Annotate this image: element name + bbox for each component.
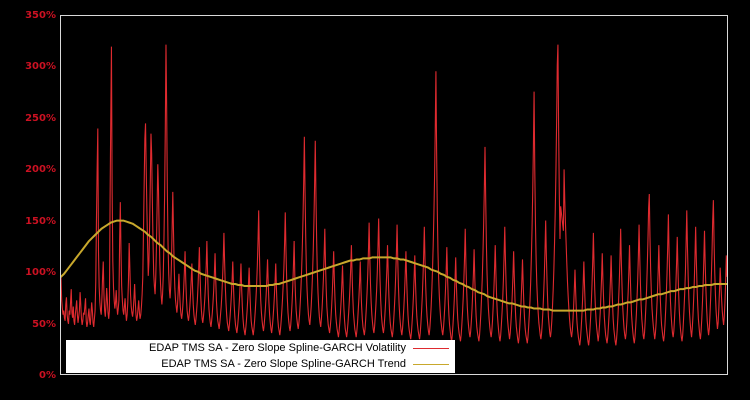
series-line-trend (61, 219, 727, 312)
y-tick-label-300: 300% (25, 61, 56, 72)
plot-area (60, 15, 728, 375)
y-tick-label-250: 250% (25, 113, 56, 124)
series-line-volatility (61, 44, 727, 346)
legend-entry-volatility: EDAP TMS SA - Zero Slope Spline-GARCH Vo… (66, 340, 455, 356)
y-tick-label-200: 200% (25, 164, 56, 175)
y-tick-label-150: 150% (25, 216, 56, 227)
legend-swatch-volatility-icon (413, 347, 449, 349)
y-axis: 350% 300% 250% 200% 150% 100% 50% 0% (0, 0, 56, 400)
legend-swatch-trend-icon (413, 363, 449, 365)
chart-legend: EDAP TMS SA - Zero Slope Spline-GARCH Vo… (66, 340, 455, 373)
legend-entry-trend: EDAP TMS SA - Zero Slope Spline-GARCH Tr… (66, 356, 455, 372)
legend-label-trend: EDAP TMS SA - Zero Slope Spline-GARCH Tr… (161, 357, 406, 370)
y-tick-label-100: 100% (25, 267, 56, 278)
y-tick-label-0: 0% (39, 370, 56, 381)
y-tick-label-50: 50% (32, 319, 56, 330)
plot-svg (61, 44, 727, 346)
legend-label-volatility: EDAP TMS SA - Zero Slope Spline-GARCH Vo… (149, 341, 406, 354)
y-tick-label-350: 350% (25, 10, 56, 21)
